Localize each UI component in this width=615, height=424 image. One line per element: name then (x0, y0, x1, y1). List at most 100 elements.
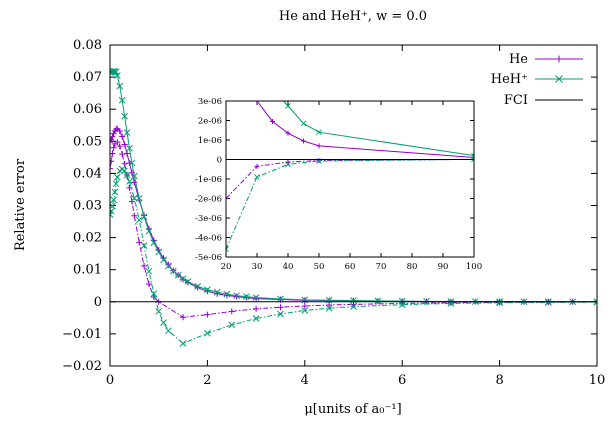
main-point-heh (165, 327, 172, 335)
inset-x-tick-label: 40 (283, 262, 294, 272)
main-x-tick-label: 6 (398, 373, 406, 388)
main-point-heh (194, 283, 202, 290)
main-y-tick-label: 0.03 (73, 199, 102, 214)
legend: He HeH⁺ FCI (491, 52, 583, 108)
main-point-he (277, 304, 284, 311)
inset-point-heh (285, 103, 291, 109)
main-point-heh (111, 188, 119, 196)
main-point-heh (126, 145, 133, 152)
inset-x-tick-label: 30 (252, 262, 263, 272)
main-point-heh (155, 308, 163, 315)
main-point-he (326, 302, 333, 309)
inset-y-tick-label: 3e-06 (198, 97, 222, 107)
inset-point-he (301, 138, 306, 144)
main-point-heh (277, 295, 284, 303)
main-point-heh (252, 315, 260, 322)
main-point-he (116, 143, 123, 150)
main-point-he (131, 179, 138, 186)
main-point-heh (130, 194, 138, 202)
inset-y-tick-label: -3e-06 (195, 214, 222, 224)
main-frame (109, 44, 598, 367)
main-y-tick-label: 0.08 (73, 38, 102, 53)
main-point-he (204, 311, 211, 318)
main-y-tick-label: 0.04 (73, 166, 102, 181)
x-axis-label: μ[units of a₀⁻¹] (304, 402, 401, 417)
main-y-tick-label: 0.06 (73, 102, 102, 117)
legend-marker-heh (555, 75, 563, 83)
inset-y-tick-label: -1e-06 (195, 175, 222, 185)
inset-point-heh (316, 129, 322, 136)
main-x-tick-label: 10 (589, 373, 606, 388)
inset-y-tick-label: 2e-06 (198, 117, 222, 127)
inset-series-group (226, 101, 474, 253)
main-point-heh (128, 159, 136, 167)
main-point-he (253, 295, 260, 302)
main-point-he (194, 284, 201, 291)
main-point-heh (398, 301, 406, 309)
main-point-heh (126, 178, 133, 185)
main-series-heh-dashdot (110, 168, 597, 345)
main-point-heh (243, 293, 250, 301)
inset-x-tick-label: 20 (221, 262, 232, 272)
main-point-heh (184, 278, 192, 285)
main-point-heh (145, 267, 153, 275)
main-point-heh (140, 213, 148, 221)
main-x-tick-label: 4 (301, 373, 309, 388)
inset-point-heh (254, 174, 260, 180)
inset-y-tick-label: 1e-06 (198, 136, 222, 146)
main-point-he (136, 239, 143, 246)
main-point-he (110, 136, 115, 143)
main-point-he (141, 262, 148, 269)
main-point-heh (110, 207, 115, 215)
main-point-heh (277, 310, 284, 318)
main-point-heh (204, 329, 211, 337)
main-point-heh (155, 248, 163, 256)
main-point-he (131, 212, 138, 219)
main-point-he (126, 184, 133, 191)
legend-marker-he (555, 55, 563, 63)
main-point-heh (374, 297, 382, 305)
inset-x-tick-label: 100 (466, 262, 482, 272)
main-point-he (116, 128, 123, 135)
main-point-heh (204, 286, 211, 293)
main-point-heh (112, 180, 120, 188)
main-point-he (165, 261, 172, 268)
main-point-heh (496, 299, 503, 307)
main-point-he (233, 293, 240, 300)
main-point-heh (135, 216, 143, 224)
main-point-heh (112, 68, 120, 76)
inset-x-tick-label: 60 (345, 262, 356, 272)
main-point-he (121, 141, 128, 148)
main-x-tick-label: 0 (106, 373, 114, 388)
main-point-he (243, 294, 250, 301)
inset-frame (225, 100, 475, 258)
main-point-heh (123, 171, 131, 179)
inset-point-heh (285, 161, 291, 168)
main-point-heh (593, 298, 597, 306)
main-point-he (223, 292, 230, 299)
inset-point-he (254, 101, 260, 104)
main-point-heh (165, 262, 172, 270)
main-point-heh (145, 227, 153, 235)
main-point-he (110, 138, 113, 145)
main-y-tick-label: −0.01 (62, 327, 102, 342)
chart-title: He and HeH⁺, w = 0.0 (279, 9, 427, 24)
inset-y-tick-label: -5e-06 (195, 253, 222, 263)
inset-point-he (316, 143, 322, 149)
main-point-heh (325, 304, 333, 312)
main-point-heh (179, 275, 187, 283)
inset-point-he (226, 196, 229, 201)
main-point-heh (123, 129, 131, 136)
main-series-group (110, 67, 597, 347)
main-point-heh (252, 294, 260, 301)
main-point-heh (113, 72, 121, 79)
main-y-tick-label: 0.02 (73, 231, 102, 246)
inset-x-tick-label: 70 (376, 262, 387, 272)
inset-series-heh-solid (282, 101, 474, 157)
main-point-heh (223, 290, 231, 298)
inset-point-heh (300, 120, 307, 127)
main-y-tick-label: 0.05 (73, 134, 102, 149)
main-point-he (114, 138, 121, 145)
main-point-he (145, 281, 152, 288)
main-point-heh (350, 297, 357, 304)
